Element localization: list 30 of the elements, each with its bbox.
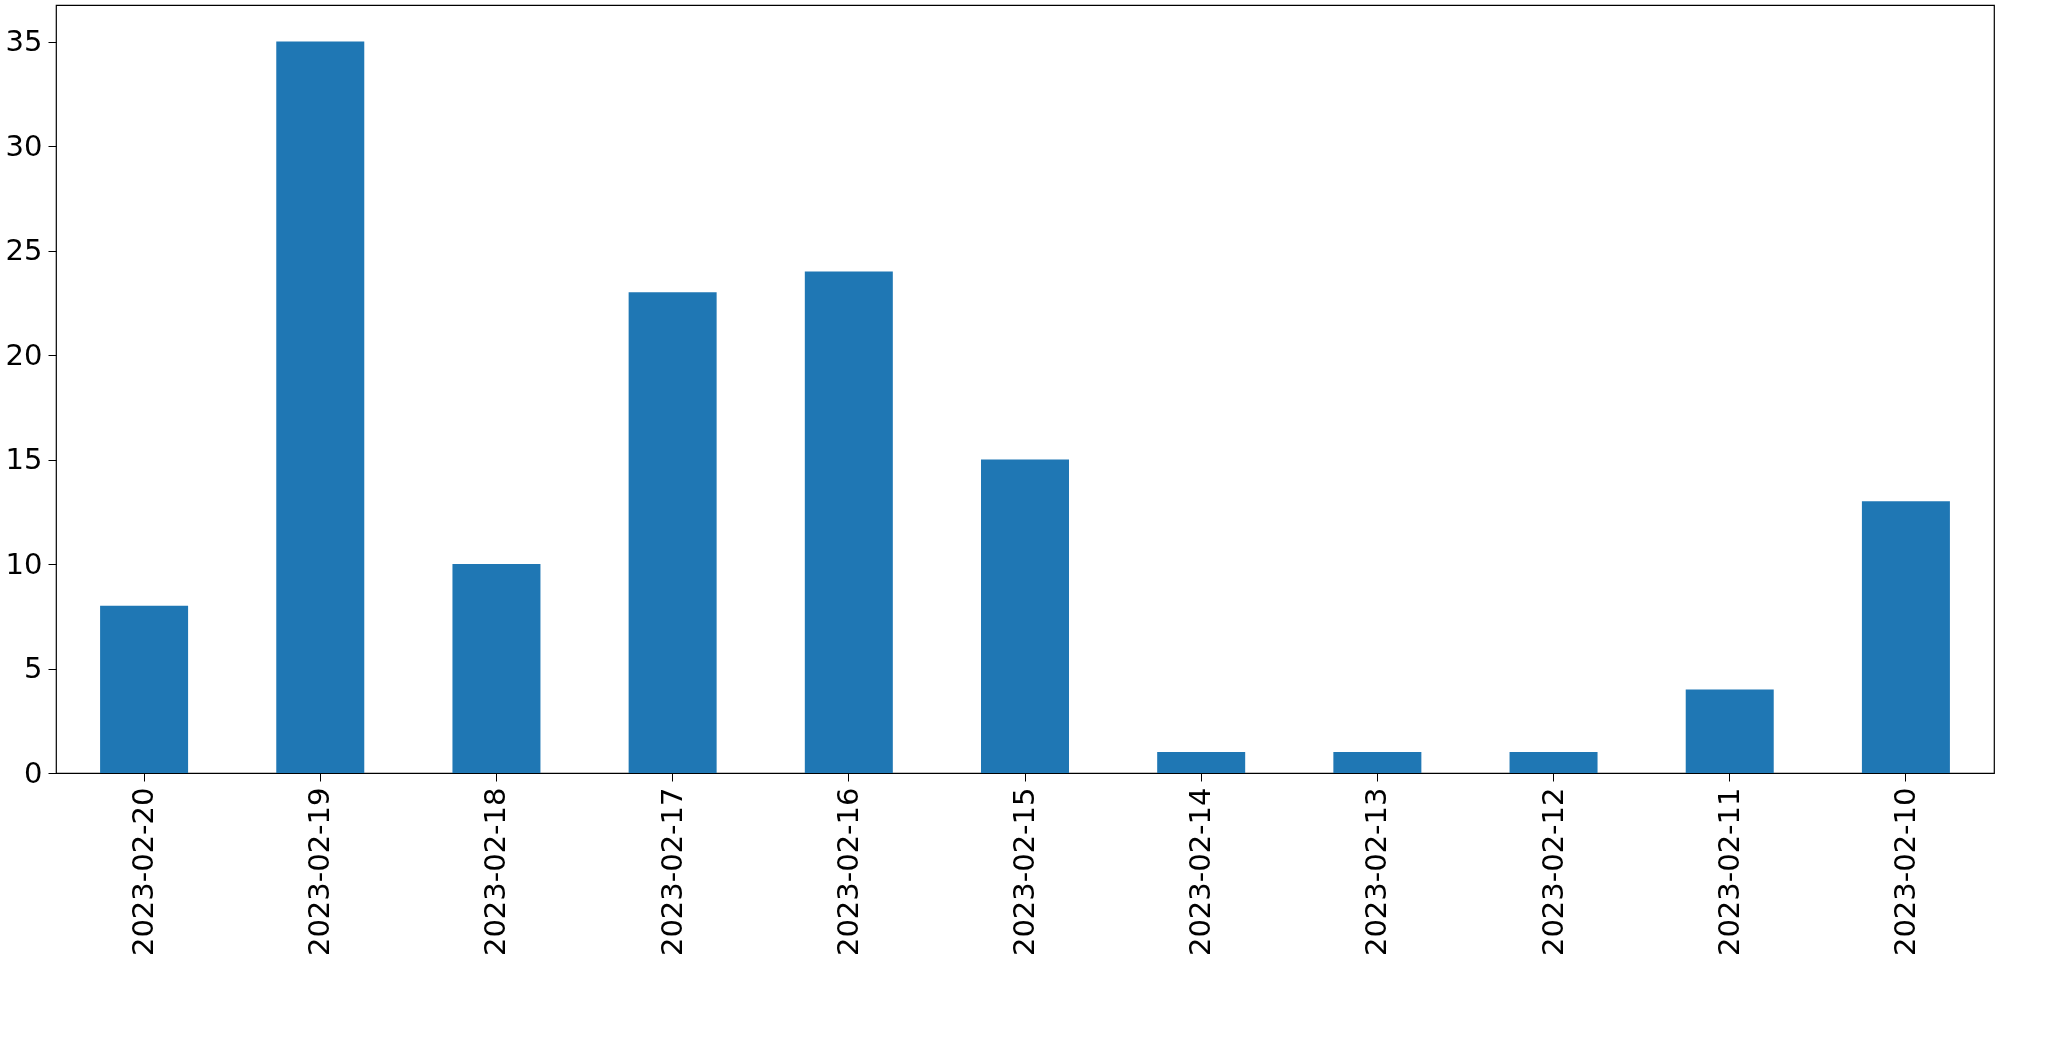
x-tick-label: 2023-02-18 [478,787,513,957]
x-tick-label: 2023-02-19 [302,787,337,957]
x-tick-label: 2023-02-11 [1711,787,1746,957]
y-tick-label: 15 [5,442,43,477]
y-tick-label: 20 [5,337,43,372]
bar [1685,689,1774,773]
bar [1861,501,1950,773]
x-tick-label: 2023-02-15 [1007,787,1041,957]
y-tick-label: 25 [5,233,43,268]
bar [804,271,893,773]
x-tick-label: 2023-02-17 [654,787,689,957]
x-tick-label: 2023-02-10 [1887,787,1922,957]
x-tick-label: 2023-02-16 [830,787,865,957]
bar [981,459,1069,773]
y-tick-label: 5 [24,651,43,686]
bar [1157,752,1246,773]
bar [100,605,189,773]
x-tick-label: 2023-02-20 [126,787,161,957]
y-tick-label: 35 [5,24,43,59]
bar [1333,752,1422,773]
bar [452,564,541,773]
bar [628,292,717,773]
bar [276,41,365,773]
x-tick-label: 2023-02-13 [1359,787,1394,957]
y-tick-label: 0 [24,755,43,790]
bar [1509,752,1598,773]
x-tick-label: 2023-02-14 [1183,787,1218,957]
x-tick-label: 2023-02-12 [1535,787,1570,957]
y-tick-label: 30 [5,128,43,163]
y-tick-label: 10 [5,546,43,581]
